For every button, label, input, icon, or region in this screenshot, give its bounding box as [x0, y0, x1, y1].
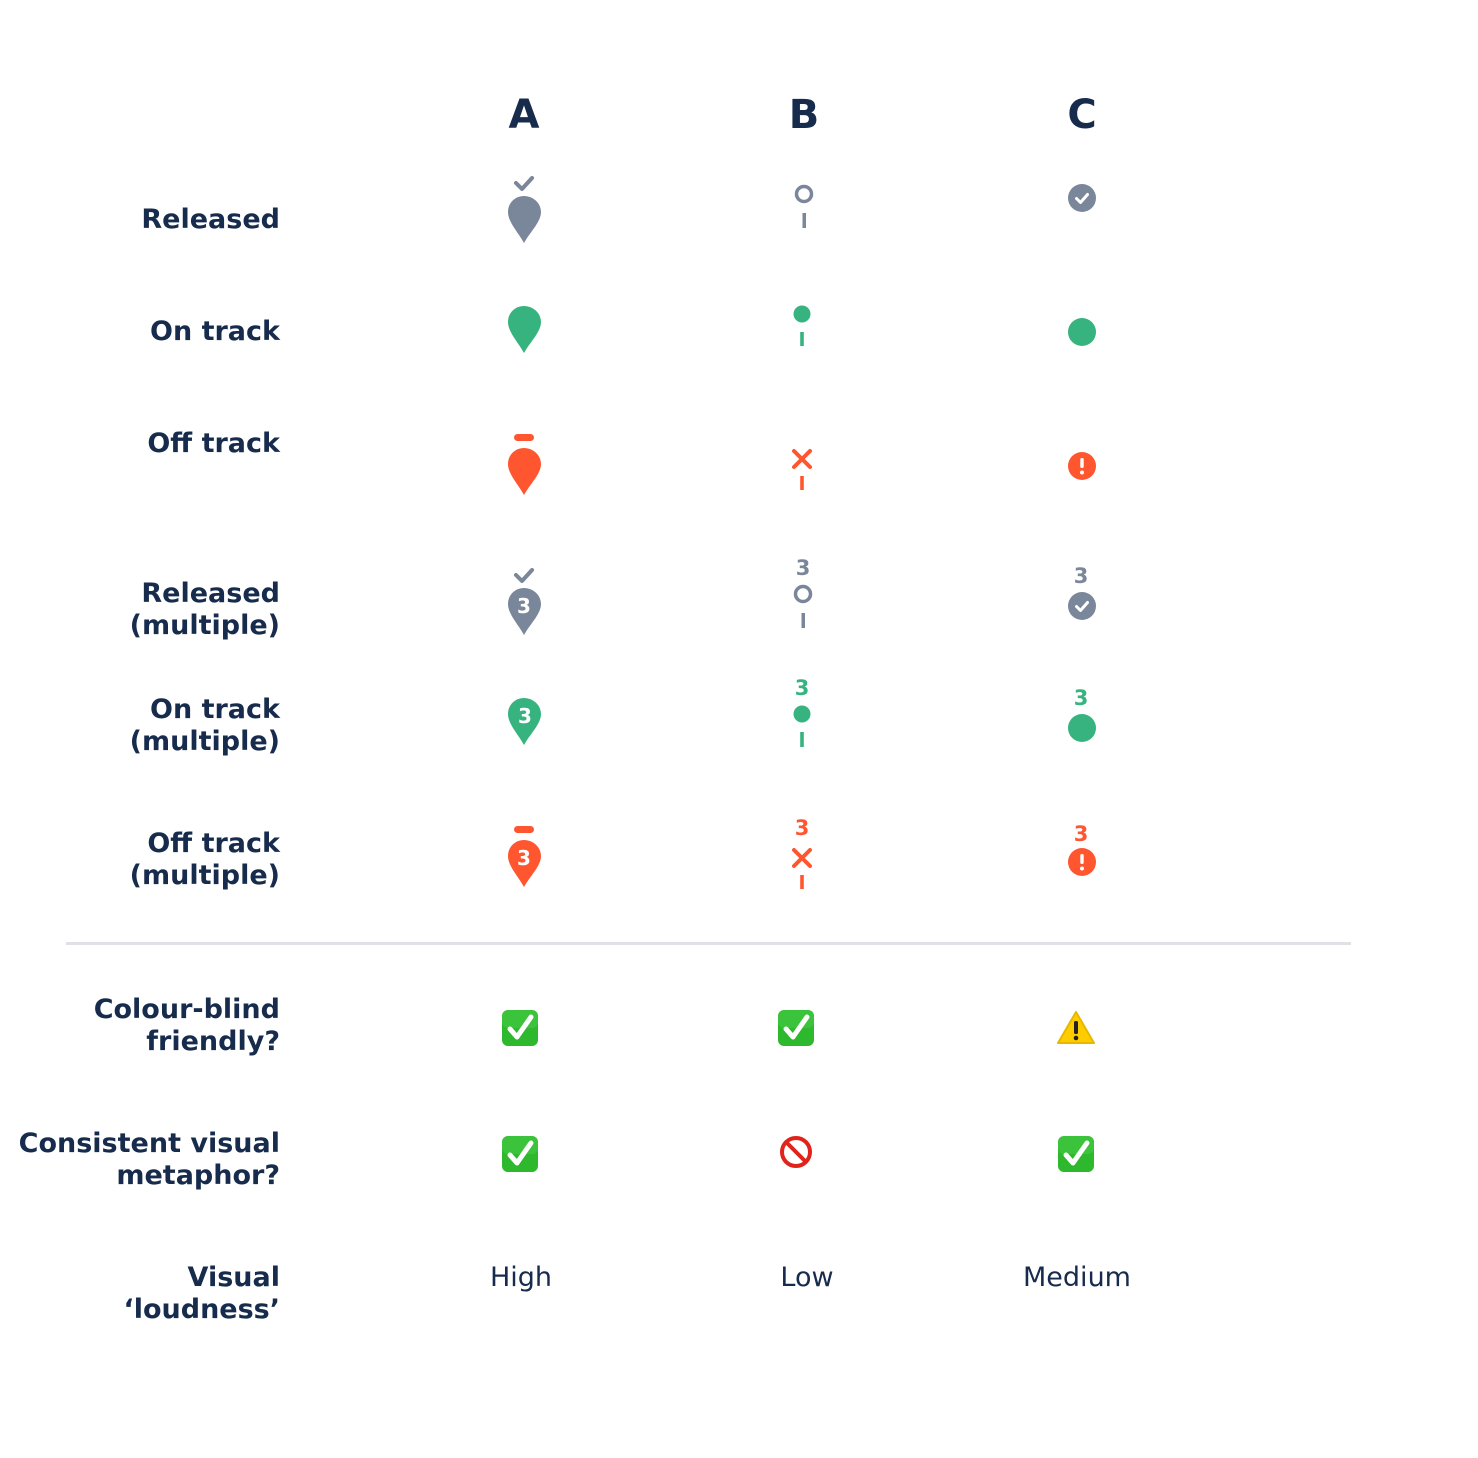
dot-on-track-multiple-icon: 3 [1068, 686, 1096, 742]
row-label-line: (multiple) [129, 610, 280, 641]
white-check-mark-emoji-icon [776, 1008, 816, 1048]
criteria-label-line: friendly? [146, 1026, 280, 1057]
row-label-off-track-multiple: Off track (multiple) [0, 828, 280, 892]
section-divider [66, 942, 1351, 945]
criteria-label-line: ‘loudness’ [123, 1294, 280, 1325]
count-label: 3 [796, 556, 811, 580]
row-label-released-multiple: Released (multiple) [0, 578, 280, 642]
row-label-line: On track [150, 694, 280, 725]
criteria-label-line: Consistent visual [18, 1128, 280, 1159]
criteria-label-line: Visual [187, 1262, 280, 1293]
dot-off-track-multiple-icon: 3 [1068, 822, 1096, 876]
pin-released-multiple-icon: 3 [508, 568, 541, 635]
lollipop-off-track-icon [792, 449, 812, 490]
row-label-line: (multiple) [129, 726, 280, 757]
count-label: 3 [1074, 822, 1089, 846]
count-label: 3 [795, 676, 810, 700]
row-label-line: Released [141, 204, 280, 235]
loudness-value-b: Low [780, 1262, 834, 1293]
column-header-b: B [788, 92, 820, 138]
criteria-label-consistent: Consistent visual metaphor? [0, 1128, 280, 1192]
row-label-line: Off track [147, 428, 280, 459]
pin-off-track-multiple-icon: 3 [508, 826, 541, 887]
pin-off-track-icon [508, 434, 541, 495]
row-label-line: Off track [147, 828, 280, 859]
row-label-off-track: Off track [0, 428, 280, 460]
criteria-label-line: metaphor? [116, 1160, 280, 1191]
lollipop-on-track-icon [793, 305, 811, 346]
pin-released-icon [508, 176, 541, 243]
dot-released-multiple-icon: 3 [1068, 564, 1096, 620]
warning-sign-emoji-icon [1056, 1008, 1096, 1048]
dot-released-icon [1068, 184, 1096, 212]
row-label-line: Released [141, 578, 280, 609]
criteria-label-loudness: Visual ‘loudness’ [0, 1262, 280, 1326]
loudness-value-c: Medium [1023, 1262, 1131, 1293]
column-header-a: A [508, 92, 540, 138]
row-label-line: On track [150, 316, 280, 347]
lollipop-on-track-multiple-icon: 3 [793, 676, 811, 747]
column-header-c: C [1067, 92, 1097, 138]
row-label-line: (multiple) [129, 860, 280, 891]
white-check-mark-emoji-icon [500, 1134, 540, 1174]
pin-on-track-multiple-icon: 3 [508, 698, 541, 745]
row-label-on-track: On track [0, 316, 280, 348]
pin-on-track-icon [508, 306, 541, 353]
count-label: 3 [1074, 686, 1089, 710]
dot-on-track-icon [1068, 318, 1096, 346]
lollipop-off-track-multiple-icon: 3 [792, 816, 812, 889]
count-label: 3 [517, 846, 531, 870]
white-check-mark-emoji-icon [500, 1008, 540, 1048]
dot-off-track-icon [1068, 452, 1096, 480]
row-label-released: Released [0, 204, 280, 236]
lollipop-released-icon [794, 184, 814, 228]
row-label-on-track-multiple: On track (multiple) [0, 694, 280, 758]
loudness-value-a: High [489, 1262, 553, 1293]
no-entry-sign-emoji-icon [776, 1132, 816, 1172]
lollipop-released-multiple-icon: 3 [793, 556, 813, 628]
count-label: 3 [517, 594, 531, 618]
criteria-label-colour-blind: Colour-blind friendly? [0, 994, 280, 1058]
count-label: 3 [518, 704, 532, 728]
count-label: 3 [1074, 564, 1089, 588]
criteria-label-line: Colour-blind [93, 994, 280, 1025]
white-check-mark-emoji-icon [1056, 1134, 1096, 1174]
count-label: 3 [795, 816, 810, 840]
